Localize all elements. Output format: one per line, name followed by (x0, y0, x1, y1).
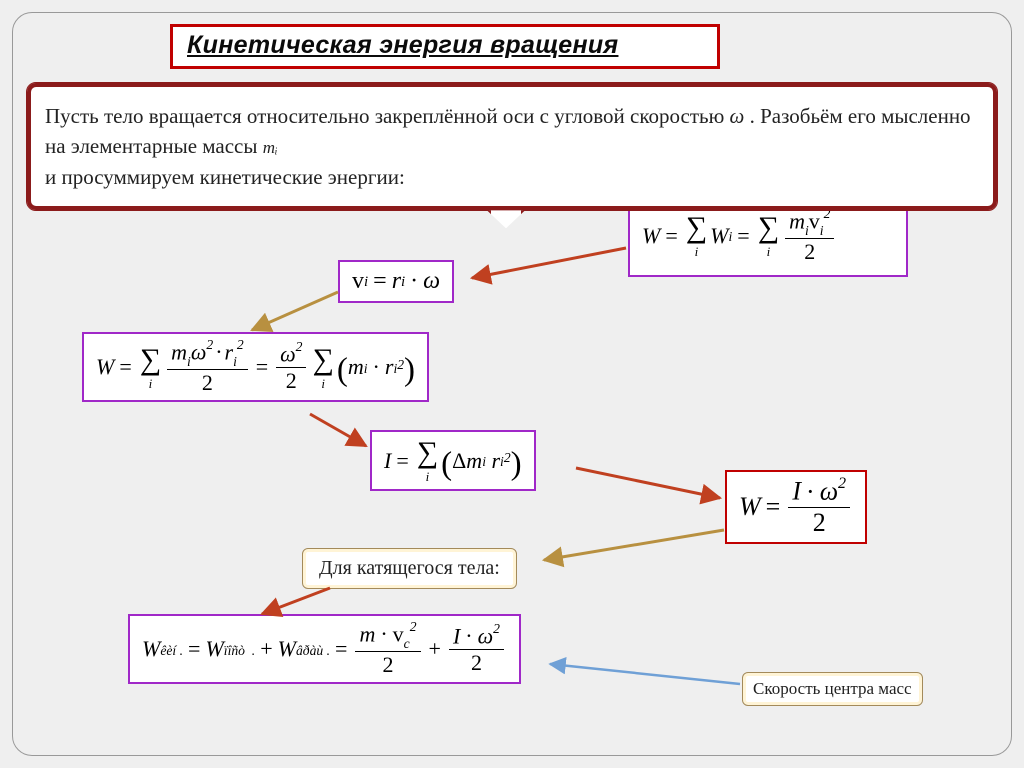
intro-part1: Пусть тело вращается относительно закреп… (45, 104, 730, 128)
equation-linear-velocity: vi=ri·ω (338, 260, 454, 303)
equation-total-ke: Wêèí .=Wïîñò .+Wâðàù .= m·vc2 2 + I·ω2 2 (128, 614, 521, 684)
equation-moment-of-inertia: I= ∑i (Δmi ri2) (370, 430, 536, 491)
omega-symbol: ω (730, 104, 745, 128)
intro-callout: Пусть тело вращается относительно закреп… (26, 82, 998, 211)
title-box: Кинетическая энергия вращения (170, 24, 720, 69)
rolling-body-text: Для катящегося тела: (319, 557, 500, 579)
center-of-mass-label: Скорость центра масс (742, 672, 923, 706)
center-of-mass-text: Скорость центра масс (753, 679, 912, 698)
equation-kinetic-expanded: W= ∑i miω2·ri2 2 = ω2 2 ∑i (mi·ri2) (82, 332, 429, 402)
intro-text: Пусть тело вращается относительно закреп… (45, 101, 979, 192)
intro-part3: и просуммируем кинетические энергии: (45, 165, 405, 189)
mi-symbol: mᵢ (263, 138, 278, 157)
equation-rotational-ke: W= I·ω2 2 (725, 470, 867, 544)
slide-title: Кинетическая энергия вращения (187, 31, 618, 59)
rolling-body-label: Для катящегося тела: (302, 548, 517, 589)
